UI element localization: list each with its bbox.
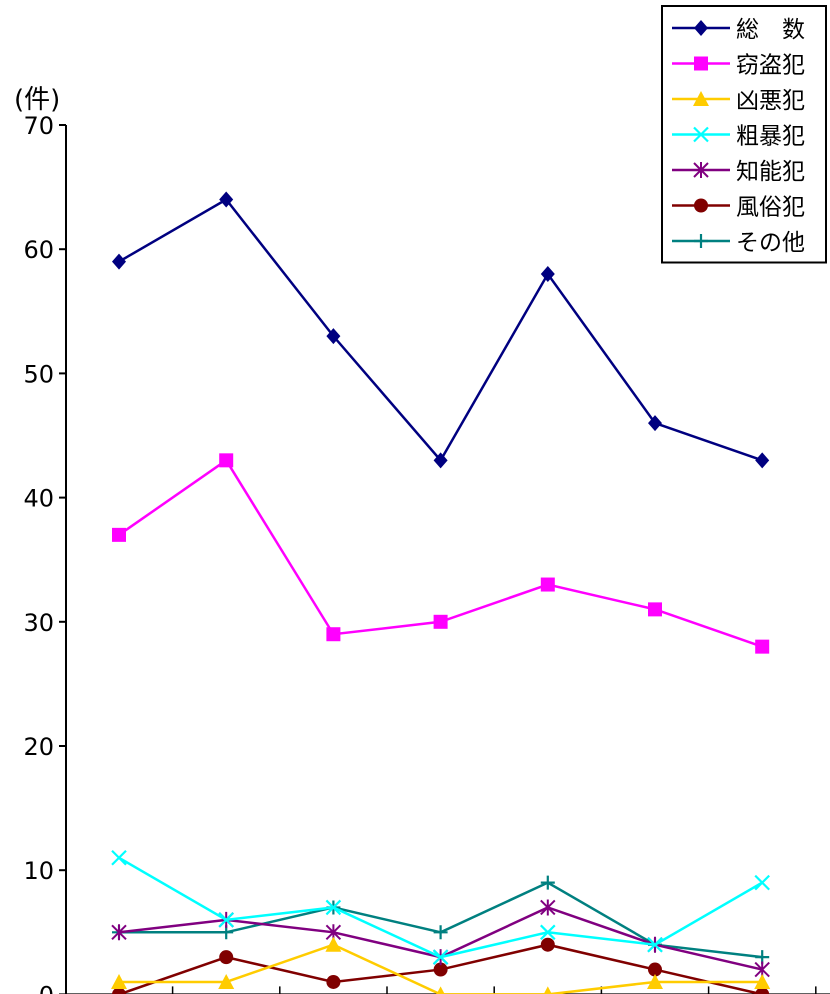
legend-entry: 凶悪犯 [672, 88, 805, 114]
data-point [754, 874, 770, 891]
legend-label: その他 [736, 230, 805, 256]
data-point [540, 937, 555, 952]
data-point [648, 415, 662, 432]
series-1 [112, 191, 770, 469]
data-point [433, 452, 448, 469]
data-point [326, 627, 341, 642]
legend-entry: その他 [672, 230, 805, 256]
y-tick-label: 30 [23, 609, 54, 637]
data-point [112, 527, 126, 542]
chart-axes: 0 10 20 30 40 50 60 70 [23, 112, 830, 994]
y-tick-label: 60 [23, 236, 54, 264]
data-point [325, 899, 342, 916]
legend-marker [693, 91, 709, 106]
data-point [540, 924, 556, 941]
data-point [648, 602, 662, 617]
data-point [540, 875, 555, 890]
data-point [218, 912, 234, 928]
data-point [112, 987, 126, 994]
data-point [326, 328, 341, 345]
data-point [755, 987, 770, 994]
series-4 [111, 850, 770, 965]
data-point [755, 452, 770, 469]
data-point [543, 986, 552, 994]
data-point [432, 949, 449, 965]
data-point [433, 614, 448, 629]
legend-marker [694, 20, 708, 36]
y-tick-label: 50 [23, 360, 54, 388]
legend-label: 総 数 [736, 17, 805, 43]
data-point [219, 950, 234, 965]
series-3 [111, 936, 771, 994]
data-point [219, 191, 234, 208]
plot-area [111, 191, 771, 994]
data-point [648, 962, 662, 977]
legend-label: 窃盗犯 [736, 53, 805, 79]
legend-entry: 風俗犯 [672, 195, 805, 221]
legend-marker [694, 56, 708, 71]
y-tick-label: 70 [23, 112, 54, 140]
data-point [111, 973, 127, 989]
data-point [436, 986, 445, 994]
data-point [540, 577, 555, 592]
data-point [325, 936, 342, 952]
data-point [111, 924, 127, 941]
data-point [647, 973, 663, 989]
data-point [540, 899, 556, 916]
data-point [755, 639, 770, 654]
legend-label: 風俗犯 [736, 195, 805, 221]
data-point [754, 973, 771, 989]
data-point [326, 974, 341, 989]
y-axis-unit-label: (件) [14, 85, 60, 115]
data-point [433, 962, 448, 977]
series-6 [112, 937, 770, 994]
y-tick-label: 0 [39, 981, 54, 994]
legend-entry: 粗暴犯 [672, 124, 805, 150]
data-point [218, 973, 235, 989]
legend-marker [694, 234, 708, 248]
legend-marker [693, 126, 709, 143]
legend-marker [693, 162, 709, 178]
data-point [112, 253, 126, 270]
legend-marker [694, 198, 708, 213]
data-point [433, 925, 448, 940]
legend-entry: 総 数 [672, 17, 805, 43]
series-line [118, 856, 763, 959]
data-point [219, 453, 234, 468]
legend-label: 知能犯 [736, 159, 805, 185]
legend-entry: 知能犯 [672, 159, 805, 185]
legend-label: 凶悪犯 [736, 88, 805, 114]
legend-entry: 窃盗犯 [672, 53, 805, 79]
y-tick-label: 10 [23, 857, 54, 885]
series-2 [112, 453, 770, 654]
data-point [111, 850, 127, 866]
legend-label: 粗暴犯 [736, 124, 805, 150]
data-point [540, 266, 555, 283]
data-point [647, 936, 663, 953]
y-tick-label: 20 [23, 733, 54, 761]
y-tick-label: 40 [23, 485, 54, 513]
